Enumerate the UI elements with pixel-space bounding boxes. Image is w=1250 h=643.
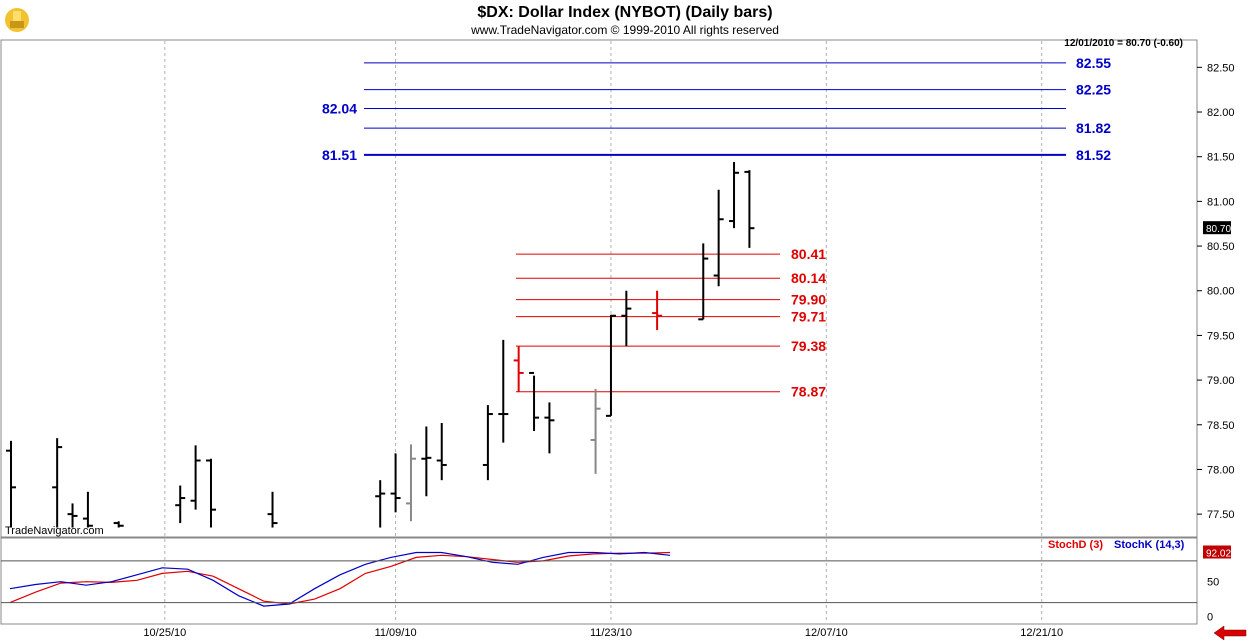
y-tick-label: 79.50 [1207, 330, 1235, 342]
chart-subtitle: www.TradeNavigator.com © 1999-2010 All r… [470, 23, 779, 37]
price-readout: 12/01/2010 = 80.70 (-0.60) [1064, 38, 1183, 49]
ohlc-bar [205, 458, 216, 528]
stochastic-panel [0, 537, 1198, 625]
ohlc-bar [482, 405, 493, 481]
ohlc-bar [590, 389, 601, 474]
y-tick-label: 0 [1207, 612, 1213, 624]
y-tick-label: 81.00 [1207, 196, 1235, 208]
ohlc-bar [621, 290, 632, 347]
support-label: 78.87 [791, 384, 826, 400]
x-tick-label: 12/21/10 [1020, 627, 1063, 639]
y-tick-label: 77.50 [1207, 509, 1235, 521]
ohlc-bar [6, 440, 16, 528]
stochastic-last-marker [1203, 545, 1231, 559]
support-resistance-levels: 82.55 82.25 82.04 81.82 81.52 81.51 80.41 80.14… [322, 55, 1111, 400]
resistance-label: 82.04 [322, 100, 357, 116]
stochastic-axis: 0 50 92.02 [1, 545, 1231, 624]
legend-stochK: StochK (14,3) [1114, 539, 1185, 551]
x-tick-label: 11/23/10 [590, 627, 632, 639]
stochastic-series-line [9, 551, 671, 605]
resistance-label: 82.25 [1076, 82, 1111, 98]
ohlc-bar [652, 290, 663, 331]
date-axis: 10/25/10 11/09/10 11/23/10 12/07/10 12/21/10 [143, 627, 1063, 639]
ohlc-bar [744, 170, 755, 248]
x-tick-label: 11/09/10 [375, 627, 417, 639]
x-tick-label: 12/07/10 [805, 627, 848, 639]
ohlc-bar [544, 402, 555, 454]
last-price-label: 80.70 [1206, 224, 1231, 235]
ohlc-bar [498, 339, 509, 443]
ohlc-bar [375, 480, 386, 528]
ohlc-bar [513, 346, 524, 392]
ohlc-bar [175, 485, 186, 524]
ohlc-bar [113, 521, 124, 528]
chart-title: $DX: Dollar Index (NYBOT) (Daily bars) [477, 4, 772, 21]
y-tick-label: 78.00 [1207, 464, 1235, 476]
y-tick-label: 82.00 [1207, 107, 1235, 119]
ohlc-bar [267, 491, 278, 528]
last-price-marker [1203, 221, 1231, 235]
stochastic-series-line [9, 551, 671, 607]
resistance-label: 81.82 [1076, 120, 1111, 136]
ohlc-bar [421, 426, 432, 497]
support-label: 79.71 [791, 309, 826, 325]
ohlc-bar [82, 491, 93, 528]
resistance-label: 82.55 [1076, 55, 1111, 71]
ohlc-bar [52, 438, 63, 528]
x-tick-label: 10/25/10 [143, 627, 186, 639]
price-bars [6, 162, 755, 528]
ohlc-bar [190, 445, 201, 510]
support-label: 79.38 [791, 338, 826, 354]
stochastic-lines: StochD (3) StochK (14,3) [9, 539, 1185, 607]
y-tick-label: 82.50 [1207, 62, 1235, 74]
ohlc-bar [390, 453, 401, 513]
y-tick-label: 79.00 [1207, 375, 1235, 387]
price-panel [0, 39, 1198, 538]
logo-icon[interactable] [5, 8, 29, 32]
resistance-label: 81.52 [1076, 147, 1111, 163]
support-label: 80.41 [791, 246, 826, 262]
ohlc-bar [605, 314, 616, 417]
ohlc-bar [698, 243, 709, 321]
price-axis: 77.50 78.00 78.50 79.00 79.50 80.00 80.50 81.00… [1197, 62, 1235, 521]
watermark: TradeNavigator.com [5, 525, 104, 537]
y-tick-label: 78.50 [1207, 420, 1235, 432]
support-label: 80.14 [791, 270, 826, 286]
resistance-label-left: 81.51 [322, 147, 357, 163]
ohlc-bar [713, 189, 724, 287]
scroll-left-arrow-icon[interactable] [1213, 625, 1247, 641]
legend-stochD: StochD (3) [1048, 539, 1103, 551]
y-tick-label: 50 [1207, 577, 1219, 589]
ohlc-bar [405, 444, 416, 522]
y-tick-label: 80.50 [1207, 241, 1235, 253]
stochastic-last-label: 92.02 [1206, 549, 1231, 560]
y-tick-label: 81.50 [1207, 152, 1235, 164]
ohlc-bar [67, 503, 78, 528]
ohlc-bar [529, 371, 540, 432]
support-label: 79.90 [791, 292, 826, 308]
ohlc-bar [729, 162, 740, 229]
y-tick-label: 80.00 [1207, 286, 1235, 298]
ohlc-bar [436, 422, 447, 481]
